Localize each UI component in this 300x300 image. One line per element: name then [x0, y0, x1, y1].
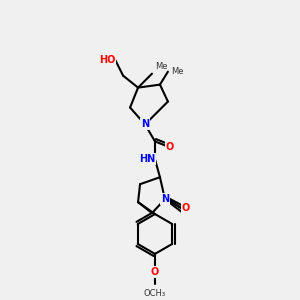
- Text: HO: HO: [99, 55, 115, 65]
- Text: HN: HN: [139, 154, 155, 164]
- Text: Me: Me: [155, 62, 167, 71]
- Text: OCH₃: OCH₃: [144, 289, 166, 298]
- Text: N: N: [141, 119, 149, 130]
- Text: O: O: [182, 203, 190, 213]
- Text: O: O: [166, 142, 174, 152]
- Text: N: N: [161, 194, 169, 204]
- Text: Me: Me: [171, 67, 183, 76]
- Text: O: O: [151, 267, 159, 277]
